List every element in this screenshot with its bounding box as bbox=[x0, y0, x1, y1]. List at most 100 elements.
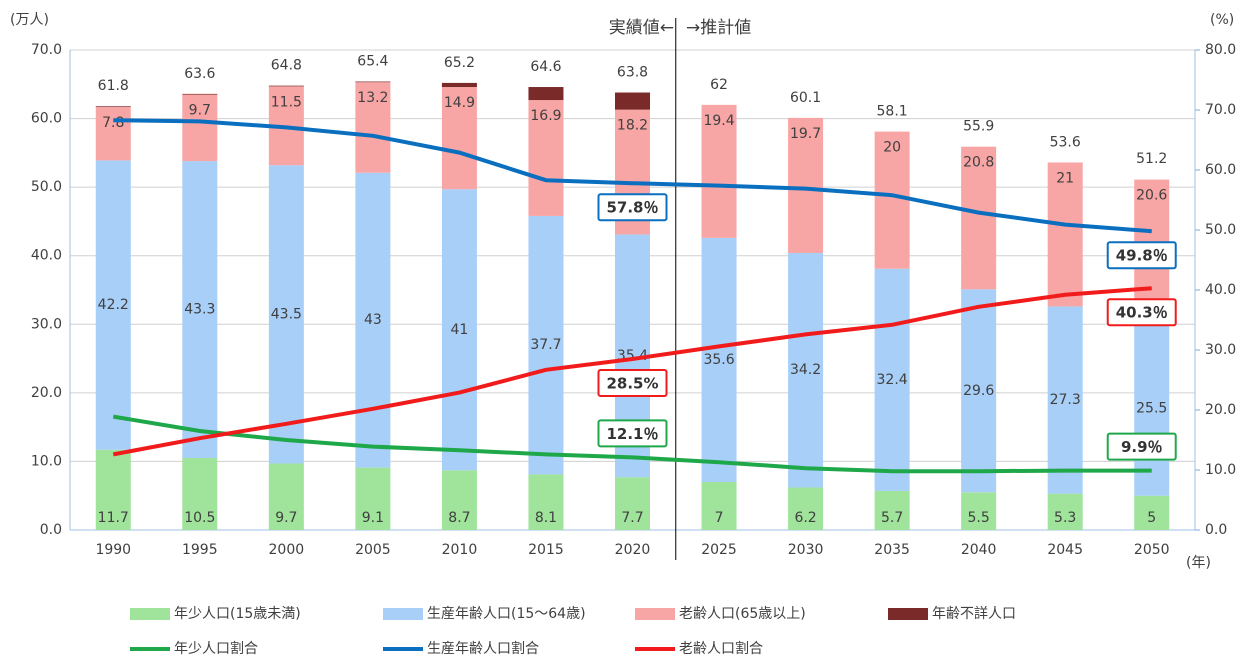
ratio-line bbox=[112, 286, 1152, 457]
bar-segment bbox=[701, 237, 737, 482]
bar-label: 35.6 bbox=[703, 352, 734, 368]
bar-label: 20 bbox=[883, 140, 901, 156]
bar-segment bbox=[355, 81, 391, 83]
bar-segment bbox=[441, 82, 477, 88]
bar-segment bbox=[268, 85, 304, 87]
bar-label: 32.4 bbox=[877, 372, 908, 388]
y-tick-label: 60.0 bbox=[31, 111, 62, 127]
bar-label: 8.1 bbox=[535, 510, 557, 526]
bar-segment bbox=[355, 172, 391, 468]
y-tick-label: 0.0 bbox=[40, 522, 62, 538]
bar-label: 41 bbox=[451, 322, 469, 338]
bar-label: 5 bbox=[1147, 510, 1156, 526]
total-label: 65.2 bbox=[444, 55, 475, 71]
total-label: 51.2 bbox=[1136, 151, 1167, 167]
x-tick-label: 2035 bbox=[874, 542, 910, 558]
bar-segment bbox=[268, 165, 304, 464]
bar-segment bbox=[268, 463, 304, 530]
bar-segment bbox=[961, 289, 997, 493]
total-label: 63.8 bbox=[617, 65, 648, 81]
bar-segment bbox=[441, 189, 477, 471]
label-box bbox=[1106, 432, 1177, 461]
x-tick-label: 2005 bbox=[355, 542, 391, 558]
line-label: 9.9％ bbox=[1121, 438, 1163, 456]
bar-label: 10.5 bbox=[184, 510, 215, 526]
bar-label: 11.5 bbox=[271, 94, 302, 110]
legend-swatch bbox=[888, 608, 928, 620]
legend-label: 老齢人口割合 bbox=[679, 640, 763, 657]
bar-label: 37.7 bbox=[530, 337, 561, 353]
bar-segment bbox=[1134, 495, 1170, 530]
divider-right: →推計値 bbox=[686, 18, 751, 38]
legend-label: 生産年齢人口割合 bbox=[427, 640, 539, 657]
bar-label: 42.2 bbox=[98, 297, 129, 313]
y-unit: (万人) bbox=[10, 12, 49, 28]
x-tick-label: 2025 bbox=[701, 542, 737, 558]
label-box bbox=[597, 419, 668, 448]
bar-label: 43.3 bbox=[184, 302, 215, 318]
bar-label: 14.9 bbox=[444, 95, 475, 111]
bar-segment bbox=[355, 467, 391, 530]
bar-segment bbox=[441, 470, 477, 530]
bar-segment bbox=[874, 131, 910, 269]
x-tick-label: 2020 bbox=[615, 542, 651, 558]
bar-segment bbox=[182, 458, 218, 530]
y2-tick-label: 30.0 bbox=[1205, 342, 1236, 358]
y-tick-label: 30.0 bbox=[31, 316, 62, 332]
bar-label: 20.8 bbox=[963, 155, 994, 171]
x-tick-label: 2040 bbox=[961, 542, 997, 558]
y2-tick-label: 50.0 bbox=[1205, 222, 1236, 238]
bar-label: 43 bbox=[364, 312, 382, 328]
legend-label: 年少人口(15歳未満) bbox=[174, 606, 301, 622]
bar-segment bbox=[961, 492, 997, 530]
y-tick-label: 50.0 bbox=[31, 179, 62, 195]
line-label: 57.8％ bbox=[606, 199, 658, 217]
y-tick-label: 10.0 bbox=[31, 453, 62, 469]
bar-label: 19.7 bbox=[790, 126, 821, 142]
bar-label: 19.4 bbox=[703, 113, 734, 129]
bar-label: 43.5 bbox=[271, 306, 302, 322]
line-label: 28.5% bbox=[606, 375, 658, 393]
bar-label: 6.2 bbox=[794, 510, 816, 526]
y-tick-label: 20.0 bbox=[31, 385, 62, 401]
total-label: 64.8 bbox=[271, 58, 302, 74]
bar-label: 16.9 bbox=[530, 108, 561, 124]
bar-label: 7.7 bbox=[621, 510, 643, 526]
bar-segment bbox=[182, 93, 218, 95]
bar-label: 11.7 bbox=[98, 510, 129, 526]
legend-swatch bbox=[130, 608, 170, 620]
total-label: 63.6 bbox=[184, 66, 215, 82]
bar-label: 5.5 bbox=[968, 510, 990, 526]
total-label: 53.6 bbox=[1050, 134, 1081, 150]
bar-segment bbox=[1047, 162, 1083, 307]
bar-segment bbox=[95, 106, 131, 107]
total-label: 64.6 bbox=[530, 59, 561, 75]
x-tick-label: 2045 bbox=[1047, 542, 1083, 558]
total-label: 62 bbox=[710, 77, 728, 93]
label-box bbox=[1106, 298, 1177, 327]
bar-segment bbox=[788, 117, 824, 253]
bar-segment bbox=[788, 252, 824, 488]
bar-segment bbox=[355, 82, 391, 173]
bar-segment bbox=[182, 161, 218, 459]
y2-tick-label: 0.0 bbox=[1205, 522, 1227, 538]
bar-label: 21 bbox=[1056, 170, 1074, 186]
bar-segment bbox=[441, 87, 477, 190]
y2-tick-label: 60.0 bbox=[1205, 162, 1236, 178]
bar-segment bbox=[182, 94, 218, 162]
bar-segment bbox=[528, 87, 564, 101]
line-label: 40.3％ bbox=[1116, 304, 1168, 322]
label-box bbox=[597, 193, 668, 222]
legend-label: 年齢不詳人口 bbox=[932, 606, 1016, 622]
x-tick-label: 1990 bbox=[95, 542, 131, 558]
x-tick-label: 1995 bbox=[182, 542, 218, 558]
total-label: 61.8 bbox=[98, 78, 129, 94]
bar-label: 7 bbox=[715, 510, 724, 526]
bar-label: 25.5 bbox=[1136, 400, 1167, 416]
bar-segment bbox=[615, 477, 650, 530]
line-label: 49.8％ bbox=[1116, 247, 1168, 265]
total-label: 60.1 bbox=[790, 90, 821, 106]
bar-segment bbox=[95, 106, 131, 161]
bar-label: 34.2 bbox=[790, 362, 821, 378]
x-tick-label: 2015 bbox=[528, 542, 564, 558]
